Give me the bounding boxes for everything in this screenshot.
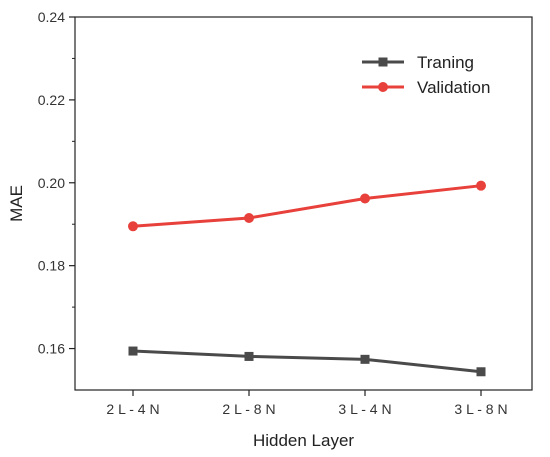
x-tick-label: 3 L - 8 N [454, 401, 507, 417]
y-tick-label: 0.18 [38, 258, 65, 274]
series-line-traning [132, 349, 482, 374]
data-point-validation [244, 213, 254, 224]
y-tick-label: 0.24 [38, 9, 65, 25]
x-tick-label: 3 L - 4 N [338, 401, 391, 417]
axes [74, 16, 533, 391]
data-point-traning [476, 367, 486, 377]
legend-label: Traning [417, 53, 474, 72]
data-point-traning [244, 351, 254, 361]
y-tick-label: 0.20 [38, 175, 65, 191]
x-axis-ticks: 2 L - 4 N 2 L - 8 N 3 L - 4 N 3 L - 8 N [106, 390, 508, 417]
legend: Traning Validation [362, 53, 490, 97]
y-axis-label: MAE [7, 185, 26, 222]
legend-label: Validation [417, 78, 490, 97]
data-point-validation [128, 221, 138, 232]
y-tick-label: 0.16 [38, 341, 65, 357]
legend-marker [378, 57, 388, 67]
data-point-traning [360, 354, 370, 364]
x-axis-label: Hidden Layer [253, 431, 354, 450]
data-point-validation [476, 180, 486, 191]
series-group [128, 180, 486, 377]
data-point-traning [128, 346, 138, 356]
series-line-validation [132, 184, 482, 228]
plot-frame [74, 16, 533, 391]
data-point-validation [360, 193, 370, 204]
y-tick-label: 0.22 [38, 92, 65, 108]
y-axis-ticks: 0.16 0.18 0.20 0.22 0.24 [38, 9, 75, 357]
x-tick-label: 2 L - 8 N [222, 401, 275, 417]
x-tick-label: 2 L - 4 N [106, 401, 159, 417]
legend-marker [378, 82, 388, 92]
